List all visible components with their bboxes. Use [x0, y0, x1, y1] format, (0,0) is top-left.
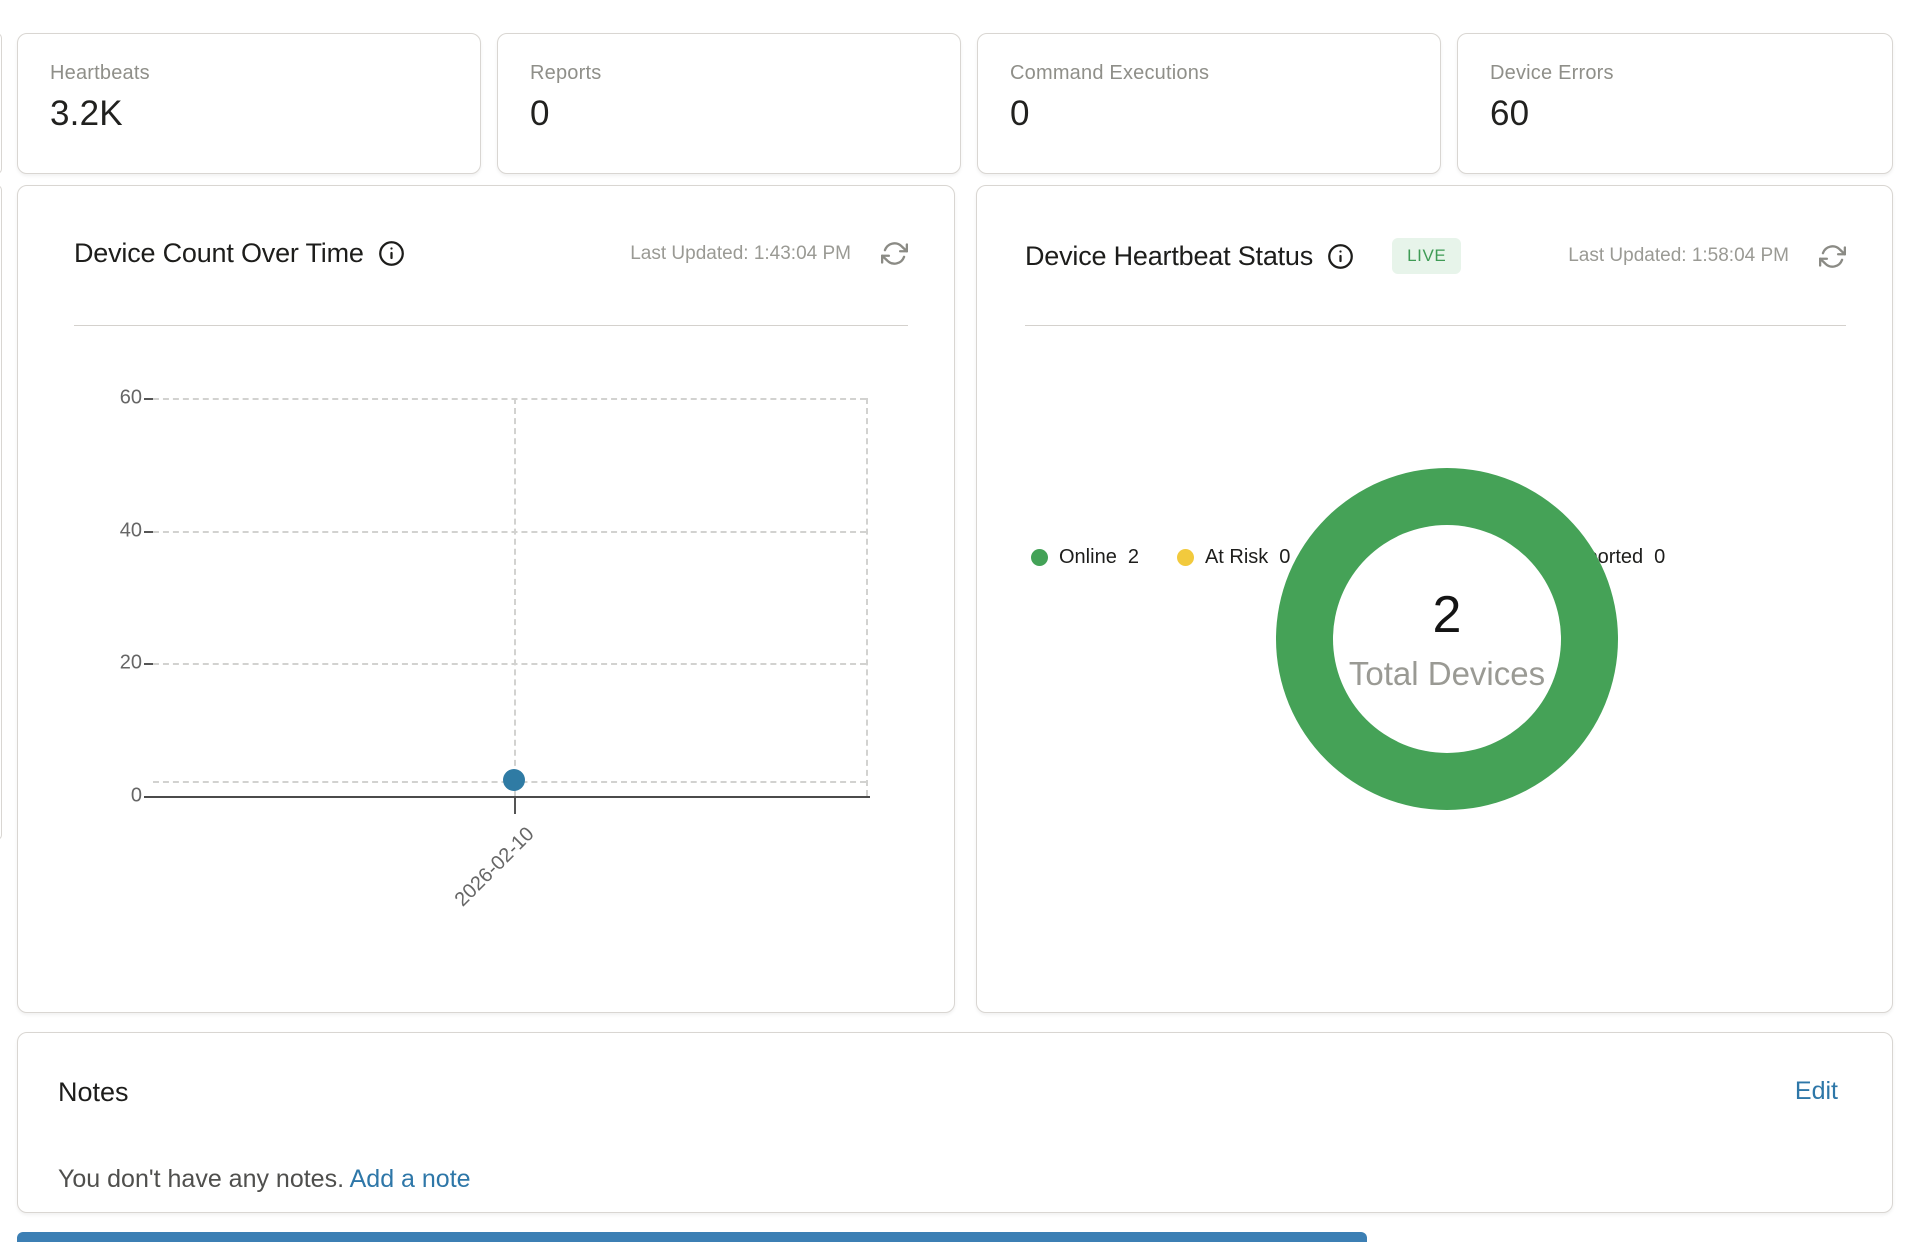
- x-tick-label: 2026-02-10: [450, 823, 539, 911]
- edit-notes-link[interactable]: Edit: [1794, 1077, 1838, 1105]
- heartbeat-status-panel: Device Heartbeat Status LIVE Last Update…: [976, 185, 1893, 1013]
- stat-card-command-executions: Command Executions 0: [977, 33, 1441, 174]
- data-point: [503, 769, 525, 791]
- cut-off-card-edge: [0, 33, 2, 174]
- last-updated-text: Last Updated: 1:43:04 PM: [630, 242, 851, 264]
- cut-off-card-edge: [0, 185, 2, 840]
- notes-title: Notes: [58, 1077, 129, 1107]
- total-devices-count: 2: [1432, 586, 1462, 644]
- legend-item-at-risk[interactable]: At Risk 0: [1176, 546, 1290, 569]
- stat-card-device-errors: Device Errors 60: [1457, 33, 1893, 174]
- donut-chart: 2 Total Devices: [1276, 468, 1618, 810]
- total-devices-label: Total Devices: [1348, 655, 1546, 692]
- live-badge: LIVE: [1392, 238, 1462, 274]
- at-risk-dot-icon: [1176, 549, 1194, 566]
- y-tick-label: 20: [119, 651, 142, 674]
- y-tick-mark: [144, 663, 153, 665]
- x-tick-mark: [514, 798, 516, 814]
- stat-value: 0: [1010, 94, 1030, 133]
- stat-card-heartbeats: Heartbeats 3.2K: [17, 33, 481, 174]
- online-dot-icon: [1031, 549, 1048, 566]
- stat-label: Heartbeats: [50, 62, 150, 84]
- panel-title: Device Heartbeat Status: [1025, 240, 1314, 271]
- stat-label: Device Errors: [1490, 62, 1614, 84]
- stat-value: 60: [1490, 94, 1530, 133]
- notes-panel: Notes Edit You don't have any notes. Add…: [17, 1032, 1893, 1213]
- info-icon[interactable]: [378, 240, 405, 267]
- horizontal-scrollbar-thumb[interactable]: [17, 1232, 1367, 1242]
- y-tick-mark: [144, 398, 153, 400]
- info-icon[interactable]: [1327, 243, 1354, 270]
- y-tick-label: 40: [119, 519, 142, 542]
- stat-value: 3.2K: [50, 94, 123, 133]
- stat-card-reports: Reports 0: [497, 33, 961, 174]
- refresh-icon[interactable]: [1819, 243, 1846, 270]
- notes-empty-text: You don't have any notes. Add a note: [58, 1165, 471, 1193]
- refresh-icon[interactable]: [881, 240, 908, 267]
- divider: [1025, 325, 1846, 326]
- y-tick-label: 0: [130, 784, 142, 807]
- gridline: [153, 663, 866, 665]
- gridline: [153, 531, 866, 533]
- stat-label: Command Executions: [1010, 62, 1210, 84]
- stat-value: 0: [530, 94, 550, 133]
- donut-center: 2 Total Devices: [1333, 525, 1561, 753]
- panel-title: Device Count Over Time: [74, 238, 364, 268]
- last-updated-text: Last Updated: 1:58:04 PM: [1568, 245, 1789, 266]
- device-count-panel: Device Count Over Time Last Updated: 1:4…: [17, 185, 955, 1013]
- y-tick-mark: [144, 531, 153, 533]
- legend-item-online[interactable]: Online 2: [1031, 546, 1139, 569]
- gridline: [866, 398, 868, 796]
- stat-label: Reports: [530, 62, 602, 84]
- divider: [74, 325, 908, 326]
- add-note-link[interactable]: Add a note: [349, 1165, 471, 1193]
- y-tick-label: 60: [119, 386, 142, 409]
- gridline: [153, 398, 866, 400]
- gridline: [514, 398, 516, 796]
- x-axis: [144, 796, 870, 798]
